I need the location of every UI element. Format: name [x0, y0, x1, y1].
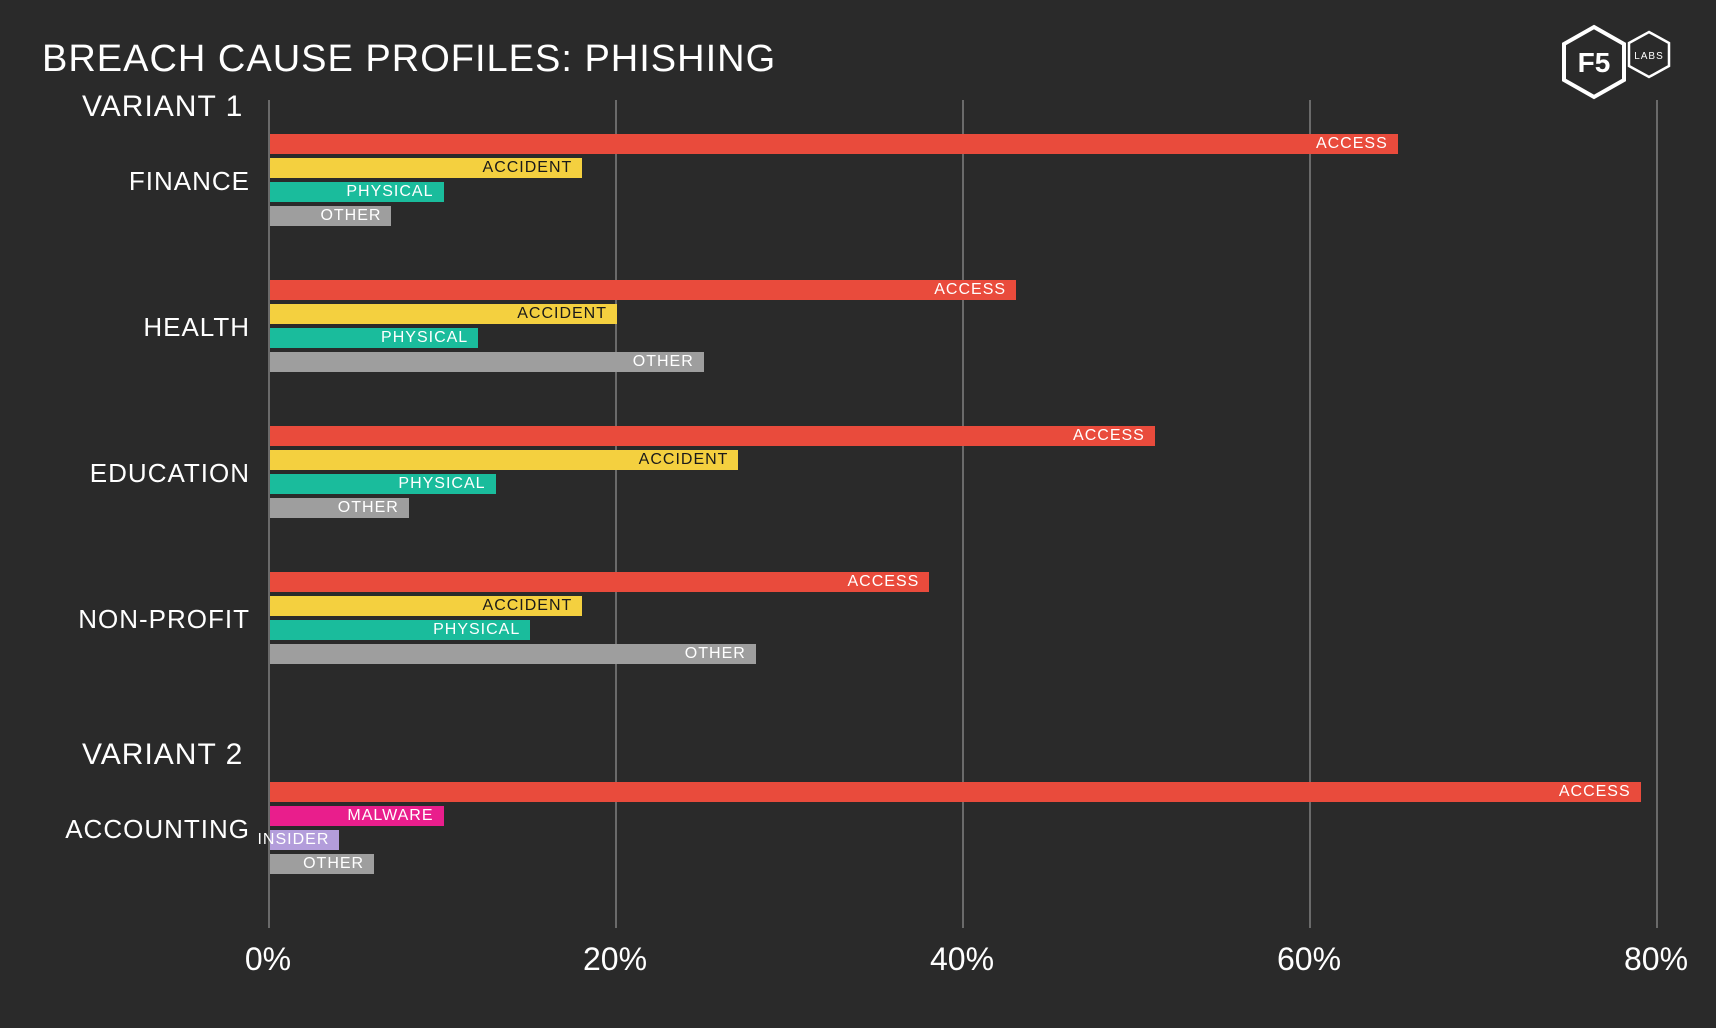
bar-series-label: PHYSICAL [381, 329, 468, 347]
bar-series-label: OTHER [633, 353, 694, 371]
bar-accident: ACCIDENT [270, 158, 582, 178]
bar-series-label: ACCIDENT [483, 597, 573, 615]
x-axis-label: 40% [930, 941, 994, 978]
bar-series-label: ACCIDENT [517, 305, 607, 323]
bar-series-label: OTHER [303, 855, 364, 873]
gridline [1656, 100, 1658, 928]
bar-other: OTHER [270, 206, 391, 226]
gridline [1309, 100, 1311, 928]
bar-malware: MALWARE [270, 806, 444, 826]
category-label: HEALTH [143, 312, 250, 343]
bar-accident: ACCIDENT [270, 450, 738, 470]
bar-series-label: INSIDER [257, 831, 329, 849]
breach-profiles-chart: 0%20%40%60%80%ACCESSACCIDENTPHYSICALOTHE… [268, 100, 1656, 928]
bar-physical: PHYSICAL [270, 620, 530, 640]
bar-other: OTHER [270, 644, 756, 664]
bar-access: ACCESS [270, 280, 1016, 300]
bar-physical: PHYSICAL [270, 182, 444, 202]
x-axis-label: 0% [245, 941, 291, 978]
category-label: FINANCE [129, 166, 250, 197]
bar-series-label: MALWARE [347, 807, 433, 825]
bar-series-label: ACCIDENT [483, 159, 573, 177]
category-label: EDUCATION [90, 458, 250, 489]
logo-labs-text: LABS [1634, 51, 1664, 62]
bar-series-label: PHYSICAL [346, 183, 433, 201]
bar-physical: PHYSICAL [270, 328, 478, 348]
bar-other: OTHER [270, 352, 704, 372]
bar-accident: ACCIDENT [270, 596, 582, 616]
bar-insider: INSIDER [270, 830, 339, 850]
bar-series-label: ACCESS [934, 281, 1006, 299]
bar-series-label: ACCIDENT [639, 451, 729, 469]
bar-series-label: PHYSICAL [433, 621, 520, 639]
bar-other: OTHER [270, 498, 409, 518]
bar-series-label: ACCESS [1559, 783, 1631, 801]
gridline [962, 100, 964, 928]
bar-other: OTHER [270, 854, 374, 874]
page-title: BREACH CAUSE PROFILES: PHISHING [42, 38, 776, 81]
bar-series-label: ACCESS [1073, 427, 1145, 445]
bar-access: ACCESS [270, 426, 1155, 446]
category-label: NON-PROFIT [78, 604, 250, 635]
bar-access: ACCESS [270, 572, 929, 592]
bar-physical: PHYSICAL [270, 474, 496, 494]
bar-series-label: PHYSICAL [398, 475, 485, 493]
gridline [615, 100, 617, 928]
bar-access: ACCESS [270, 134, 1398, 154]
bar-series-label: OTHER [320, 207, 381, 225]
x-axis-label: 60% [1277, 941, 1341, 978]
f5-labs-logo: F5 LABS [1554, 22, 1684, 107]
section-label: VARIANT 2 [82, 738, 243, 772]
bar-access: ACCESS [270, 782, 1641, 802]
bar-series-label: ACCESS [1316, 135, 1388, 153]
section-label: VARIANT 1 [82, 90, 243, 124]
category-label: ACCOUNTING [65, 814, 250, 845]
bar-accident: ACCIDENT [270, 304, 617, 324]
x-axis-label: 20% [583, 941, 647, 978]
x-axis-label: 80% [1624, 941, 1688, 978]
bar-series-label: OTHER [338, 499, 399, 517]
bar-series-label: OTHER [685, 645, 746, 663]
bar-series-label: ACCESS [848, 573, 920, 591]
logo-f5-text: F5 [1578, 47, 1611, 78]
